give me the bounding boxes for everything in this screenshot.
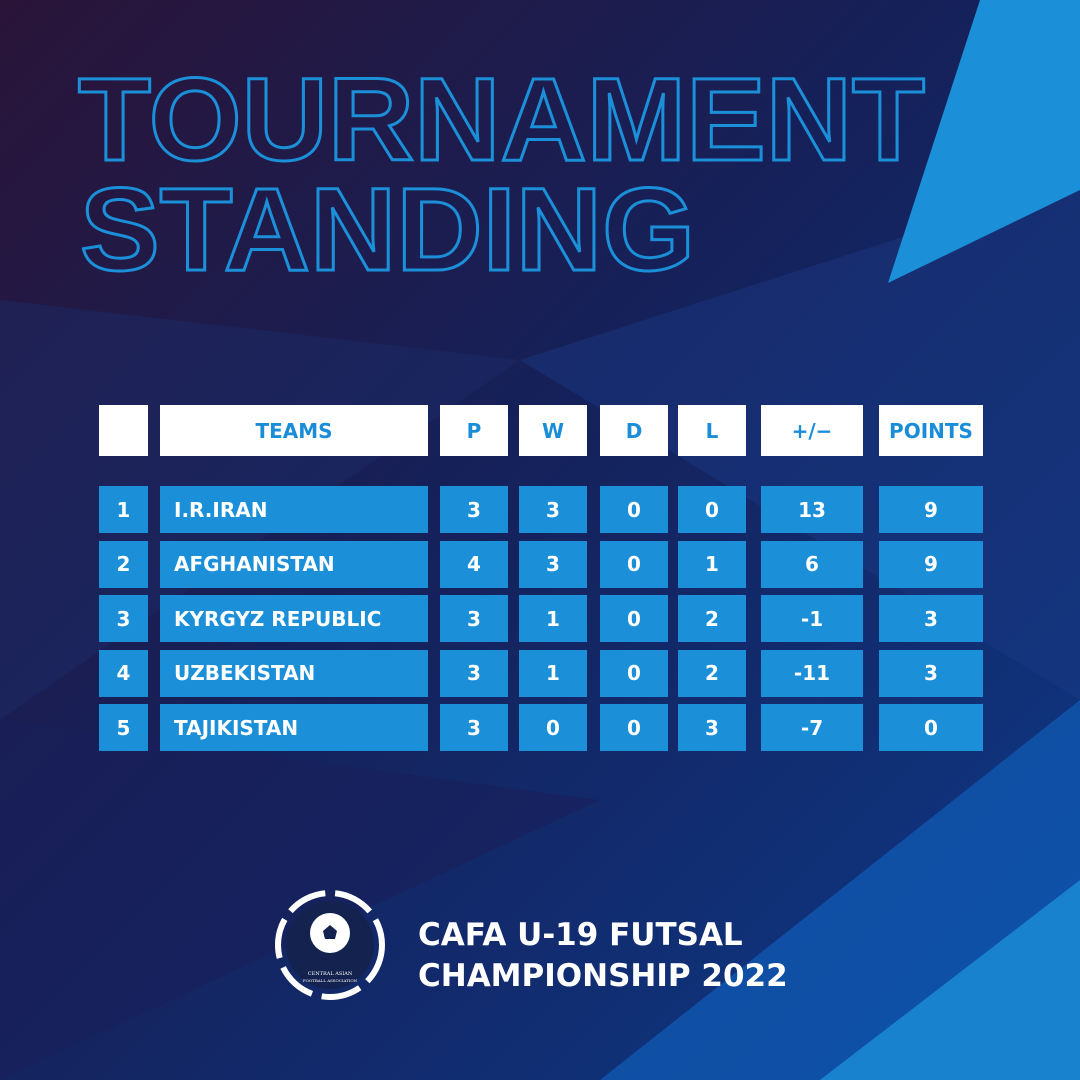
stat-cell: 3 <box>879 595 983 642</box>
stat-cell: 0 <box>600 649 668 697</box>
stat-cell: 1 <box>99 486 148 533</box>
stat-cell: 3 <box>879 649 983 697</box>
stat-cell: 1 <box>519 595 587 642</box>
stat-cell: -7 <box>761 704 863 751</box>
title-line: STANDING <box>80 164 695 296</box>
stat-cell: 2 <box>99 540 148 588</box>
stat-cell: 3 <box>99 595 148 642</box>
team-cell: TAJIKISTAN <box>160 704 428 751</box>
footer-line: CHAMPIONSHIP 2022 <box>418 958 788 994</box>
header-cell <box>99 405 148 456</box>
stat-cell: 2 <box>678 595 746 642</box>
stat-cell: 0 <box>678 486 746 533</box>
stat-cell: 9 <box>879 486 983 533</box>
header-cell: TEAMS <box>160 405 428 456</box>
stat-cell: 5 <box>99 704 148 751</box>
team-cell: UZBEKISTAN <box>160 649 428 697</box>
header-cell: W <box>519 405 587 456</box>
stat-cell: 13 <box>761 486 863 533</box>
team-cell: I.R.IRAN <box>160 486 428 533</box>
title-block: TOURNAMENT STANDING <box>77 53 927 298</box>
stat-cell: 6 <box>761 540 863 588</box>
stat-cell: 3 <box>440 704 508 751</box>
stat-cell: 0 <box>600 486 668 533</box>
header-cell: L <box>678 405 746 456</box>
stat-cell: 3 <box>440 649 508 697</box>
header-cell: POINTS <box>879 405 983 456</box>
stat-cell: 3 <box>440 595 508 642</box>
stat-cell: 9 <box>879 540 983 588</box>
stat-cell: 3 <box>678 704 746 751</box>
stat-cell: 3 <box>519 540 587 588</box>
stat-cell: -11 <box>761 649 863 697</box>
stat-cell: 0 <box>879 704 983 751</box>
stat-cell: 0 <box>519 704 587 751</box>
stat-cell: 1 <box>678 540 746 588</box>
header-cell: P <box>440 405 508 456</box>
stat-cell: 1 <box>519 649 587 697</box>
stat-cell: 0 <box>600 704 668 751</box>
team-cell: AFGHANISTAN <box>160 540 428 588</box>
stat-cell: 3 <box>519 486 587 533</box>
stat-cell: 2 <box>678 649 746 697</box>
stat-cell: 0 <box>600 540 668 588</box>
title-line: TOURNAMENT <box>78 54 925 186</box>
header-cell: +/− <box>761 405 863 456</box>
stat-cell: 4 <box>440 540 508 588</box>
stat-cell: 4 <box>99 649 148 697</box>
footer-line: CAFA U-19 FUTSAL <box>418 917 743 953</box>
stat-cell: -1 <box>761 595 863 642</box>
stat-cell: 3 <box>440 486 508 533</box>
header-cell: D <box>600 405 668 456</box>
stat-cell: 0 <box>600 595 668 642</box>
team-cell: KYRGYZ REPUBLIC <box>160 595 428 642</box>
